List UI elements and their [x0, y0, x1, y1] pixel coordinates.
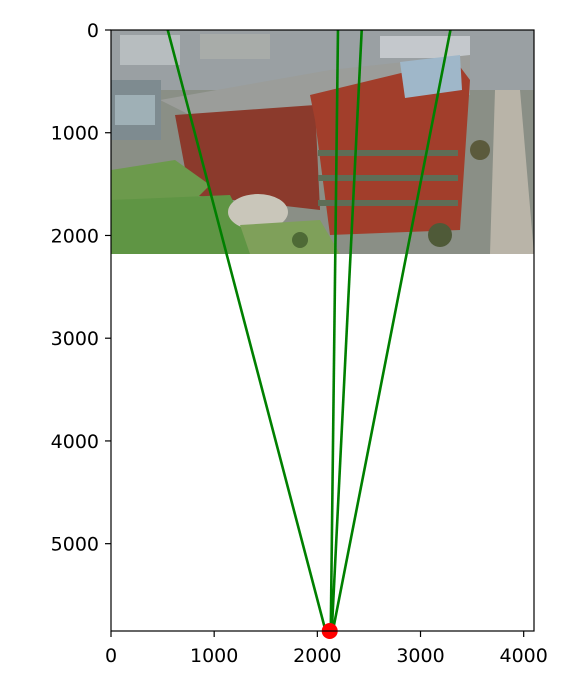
- y-tick-label: 4000: [51, 431, 99, 453]
- y-tick-label: 5000: [51, 534, 99, 556]
- x-axis-ticks: 0 1000 2000 3000 4000: [105, 631, 548, 667]
- x-tick-label: 1000: [190, 645, 238, 667]
- axes-frame: [110, 29, 535, 632]
- y-axis-ticks: 0 1000 2000 3000 4000 5000: [51, 20, 111, 556]
- vanishing-line-1: [166, 30, 327, 631]
- x-tick-label: 2000: [293, 645, 341, 667]
- x-tick-label: 4000: [500, 645, 548, 667]
- y-tick-label: 2000: [51, 225, 99, 247]
- y-tick-label: 1000: [51, 123, 99, 145]
- y-tick-label: 3000: [51, 328, 99, 350]
- vanishing-line-2: [329, 30, 340, 631]
- vanishing-lines: [166, 30, 452, 631]
- y-tick-label: 0: [87, 20, 99, 42]
- aerial-campus-photo: [111, 30, 534, 254]
- vanishing-line-3: [330, 30, 364, 631]
- x-tick-label: 3000: [396, 645, 444, 667]
- vanishing-line-4: [331, 30, 452, 631]
- x-tick-label: 0: [105, 645, 117, 667]
